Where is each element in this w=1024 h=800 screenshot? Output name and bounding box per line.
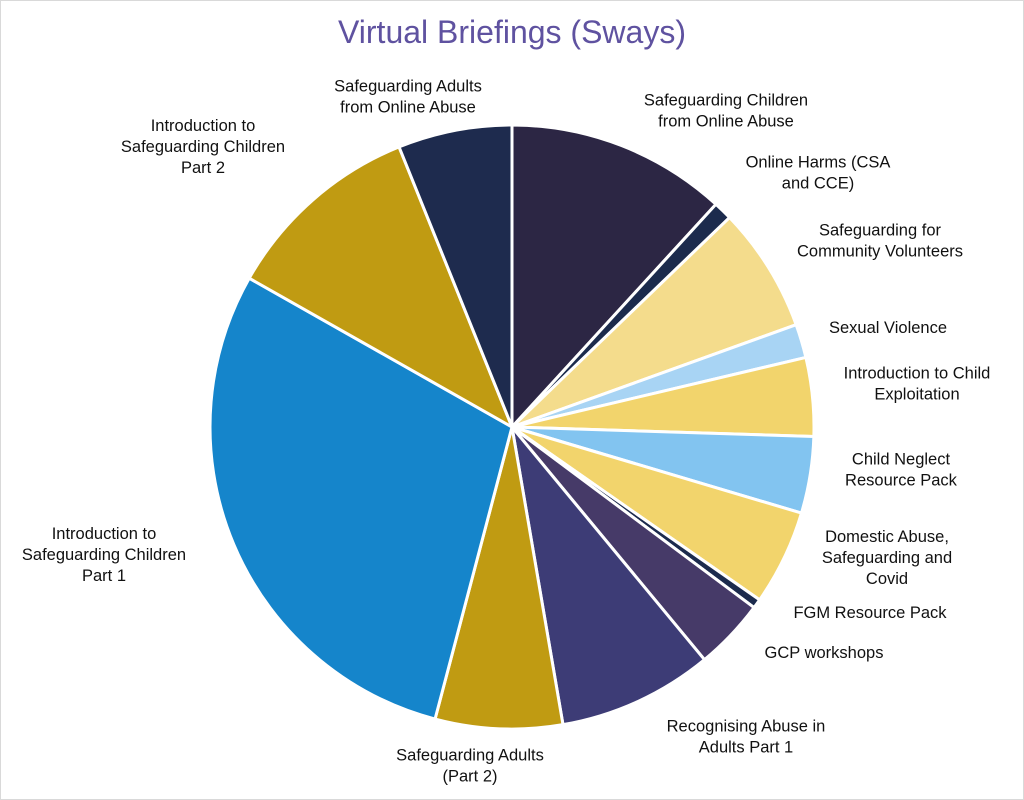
slice-label: Safeguarding Adults from Online Abuse	[334, 78, 482, 117]
slice-label: GCP workshops	[765, 644, 884, 662]
slice-label-line: Adults Part 1	[699, 739, 793, 757]
slice-label-line: Part 1	[82, 567, 126, 585]
slice-label-line: Domestic Abuse,	[825, 528, 949, 546]
slice-label-line: Safeguarding Children	[22, 546, 186, 564]
slice-label: Safeguarding for Community Volunteers	[797, 222, 963, 261]
slice-label-line: Safeguarding for	[819, 222, 942, 240]
slice-label-line: Child Neglect	[852, 451, 951, 469]
slice-label-line: and CCE)	[782, 175, 854, 193]
pie-slice	[510, 216, 798, 429]
slice-label: Recognising Abuse in Adults Part 1	[667, 718, 826, 757]
slice-label-line: Safeguarding Adults	[396, 747, 544, 765]
pie-slice	[510, 123, 718, 429]
slice-label: FGM Resource Pack	[793, 604, 947, 622]
pie-slice	[510, 425, 706, 727]
slice-label: Introduction to Safeguarding Children Part…	[22, 525, 186, 585]
slice-label-line: Recognising Abuse in	[667, 718, 826, 736]
slice-label-line: Online Harms (CSA	[746, 154, 891, 172]
slice-label-line: Safeguarding Children	[644, 92, 808, 110]
slice-label-line: Resource Pack	[845, 472, 958, 490]
slice-label-line: from Online Abuse	[340, 99, 476, 117]
slice-label: Safeguarding Adults (Part 2)	[396, 747, 544, 786]
slice-label: Online Harms (CSA and CCE)	[746, 154, 891, 193]
slice-label-line: GCP workshops	[765, 644, 884, 662]
slice-label-line: Safeguarding Children	[121, 138, 285, 156]
slice-label-line: Sexual Violence	[829, 319, 947, 337]
slice-label-line: Introduction to	[52, 525, 157, 543]
slice-label-line: Part 2	[181, 159, 225, 177]
slice-label-line: Exploitation	[874, 386, 959, 404]
pie-slices	[208, 123, 816, 731]
pie-slice	[247, 145, 514, 429]
slice-label-line: Safeguarding Adults	[334, 78, 482, 96]
slice-label-line: Covid	[866, 570, 908, 588]
slice-label-line: Safeguarding and	[822, 549, 952, 567]
chart-title: Virtual Briefings (Sways)	[338, 14, 686, 50]
slice-label: Sexual Violence	[829, 319, 947, 337]
slice-label: Introduction to Child Exploitation	[844, 365, 991, 404]
pie-slice	[208, 276, 514, 721]
slice-label: Child Neglect Resource Pack	[845, 451, 958, 490]
slice-label: Safeguarding Children from Online Abuse	[644, 92, 808, 131]
slice-label: Domestic Abuse, Safeguarding and Covid	[822, 528, 952, 588]
slice-label-line: from Online Abuse	[658, 113, 794, 131]
slice-label-line: Introduction to Child	[844, 365, 991, 383]
pie-slice	[433, 425, 565, 731]
slice-label-line: FGM Resource Pack	[793, 604, 947, 622]
slice-label: Introduction to Safeguarding Children Part…	[121, 117, 285, 177]
pie-labels: Safeguarding Children from Online Abuse On…	[22, 78, 990, 786]
slice-label-line: Community Volunteers	[797, 243, 963, 261]
pie-slice	[397, 123, 514, 429]
slice-label-line: Introduction to	[151, 117, 256, 135]
slice-label-line: (Part 2)	[442, 768, 497, 786]
